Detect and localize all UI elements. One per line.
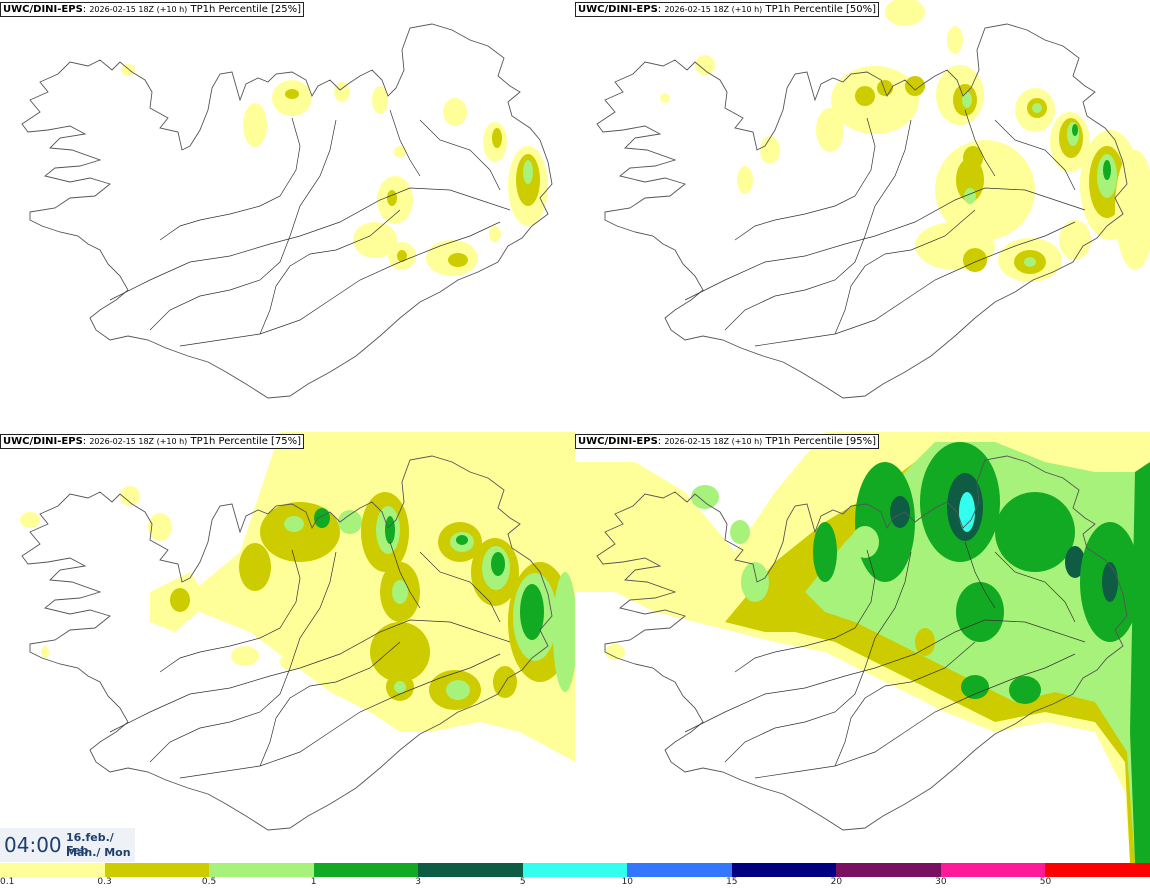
legend-swatch: [940, 863, 1046, 877]
panel-title: UWC/DINI-EPS: 2026-02-15 18Z (+10 h) TP1…: [575, 434, 880, 449]
legend-label: 50: [1039, 877, 1052, 887]
legend-label: 0.5: [201, 877, 217, 887]
run-meta: 2026-02-15 18Z (+10 h): [89, 5, 188, 14]
valid-date: 16.feb./ Feb: [66, 831, 114, 857]
legend-label: 5: [519, 877, 526, 887]
legend-label: 10: [621, 877, 633, 887]
legend-labels: 0.1 0.3 0.5 1 3 5 10 15 20 30 50: [0, 877, 1150, 891]
precip-fill: [660, 0, 1150, 282]
legend-swatch: [104, 863, 210, 877]
legend-swatch: [522, 863, 628, 877]
legend-swatch: [731, 863, 837, 877]
valid-day: Mán./ Mon: [66, 846, 131, 859]
road-network: [109, 109, 511, 347]
map-panel-75: UWC/DINI-EPS: 2026-02-15 18Z (+10 h) TP1…: [0, 432, 575, 863]
legend-label: 30: [935, 877, 947, 887]
precip-fill: [20, 432, 575, 762]
precip-map: [20, 432, 575, 831]
panel-title: UWC/DINI-EPS: 2026-02-15 18Z (+10 h) TP1…: [0, 2, 305, 17]
legend-label: 20: [830, 877, 843, 887]
legend-swatch: [313, 863, 419, 877]
legend-label: 0.3: [97, 877, 112, 887]
legend-label: 1: [310, 877, 317, 887]
valid-time: 04:00: [4, 833, 62, 857]
legend-swatch: [418, 863, 523, 877]
legend-swatch: [836, 863, 941, 877]
legend-swatch: [627, 863, 732, 877]
field-label: TP1h Percentile [95%]: [765, 436, 877, 447]
precip-map: [575, 432, 1150, 863]
run-meta: 2026-02-15 18Z (+10 h): [664, 437, 763, 446]
legend-label: 0.1: [0, 877, 15, 887]
precip-fill: [575, 432, 1150, 863]
valid-time-box: 04:00 16.feb./ Feb Mán./ Mon: [0, 828, 135, 862]
panel-title: UWC/DINI-EPS: 2026-02-15 18Z (+10 h) TP1…: [0, 434, 305, 449]
legend-swatch: [0, 863, 105, 877]
precip-map: [596, 0, 1150, 399]
map-panel-50: UWC/DINI-EPS: 2026-02-15 18Z (+10 h) TP1…: [575, 0, 1150, 431]
field-label: TP1h Percentile [25%]: [190, 4, 302, 15]
legend-label: 3: [415, 877, 422, 887]
legend-swatch: [1045, 863, 1150, 877]
legend-bars: [0, 863, 1150, 877]
field-label: TP1h Percentile [50%]: [765, 4, 877, 15]
model-label: UWC/DINI-EPS: [578, 4, 658, 15]
map-panel-25: UWC/DINI-EPS: 2026-02-15 18Z (+10 h) TP1…: [0, 0, 575, 431]
road-network: [684, 109, 1086, 347]
field-label: TP1h Percentile [75%]: [190, 436, 302, 447]
model-label: UWC/DINI-EPS: [578, 436, 658, 447]
precip-fill: [121, 64, 548, 276]
coastline: [21, 23, 553, 399]
color-legend: 0.1 0.3 0.5 1 3 5 10 15 20 30 50: [0, 863, 1150, 891]
model-label: UWC/DINI-EPS: [3, 4, 83, 15]
map-panel-95: UWC/DINI-EPS: 2026-02-15 18Z (+10 h) TP1…: [575, 432, 1150, 863]
run-meta: 2026-02-15 18Z (+10 h): [664, 5, 763, 14]
run-meta: 2026-02-15 18Z (+10 h): [89, 437, 188, 446]
model-label: UWC/DINI-EPS: [3, 436, 83, 447]
legend-swatch: [209, 863, 314, 877]
panel-title: UWC/DINI-EPS: 2026-02-15 18Z (+10 h) TP1…: [575, 2, 880, 17]
legend-label: 15: [726, 877, 738, 887]
precip-map: [21, 23, 553, 399]
